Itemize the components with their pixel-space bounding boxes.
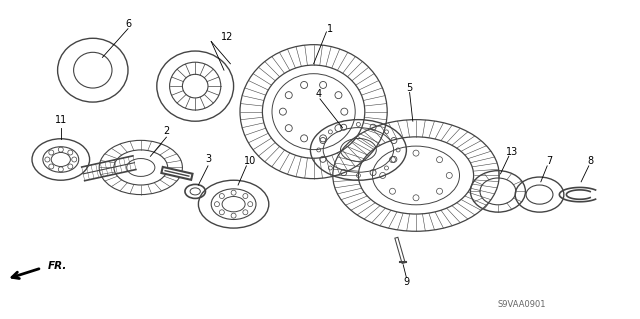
Text: S9VAA0901: S9VAA0901 bbox=[497, 300, 546, 309]
Text: 5: 5 bbox=[406, 83, 413, 93]
Text: 9: 9 bbox=[403, 277, 410, 287]
Text: 11: 11 bbox=[54, 115, 67, 125]
Text: 4: 4 bbox=[316, 89, 322, 99]
Text: FR.: FR. bbox=[48, 261, 67, 271]
Text: 8: 8 bbox=[587, 156, 593, 166]
Text: 12: 12 bbox=[221, 32, 234, 42]
Text: 6: 6 bbox=[125, 19, 131, 29]
Text: 13: 13 bbox=[506, 146, 518, 157]
Text: 10: 10 bbox=[243, 156, 256, 166]
Text: 1: 1 bbox=[326, 24, 333, 34]
Text: 3: 3 bbox=[205, 154, 211, 165]
Text: 2: 2 bbox=[163, 126, 170, 136]
Text: 7: 7 bbox=[546, 156, 552, 166]
